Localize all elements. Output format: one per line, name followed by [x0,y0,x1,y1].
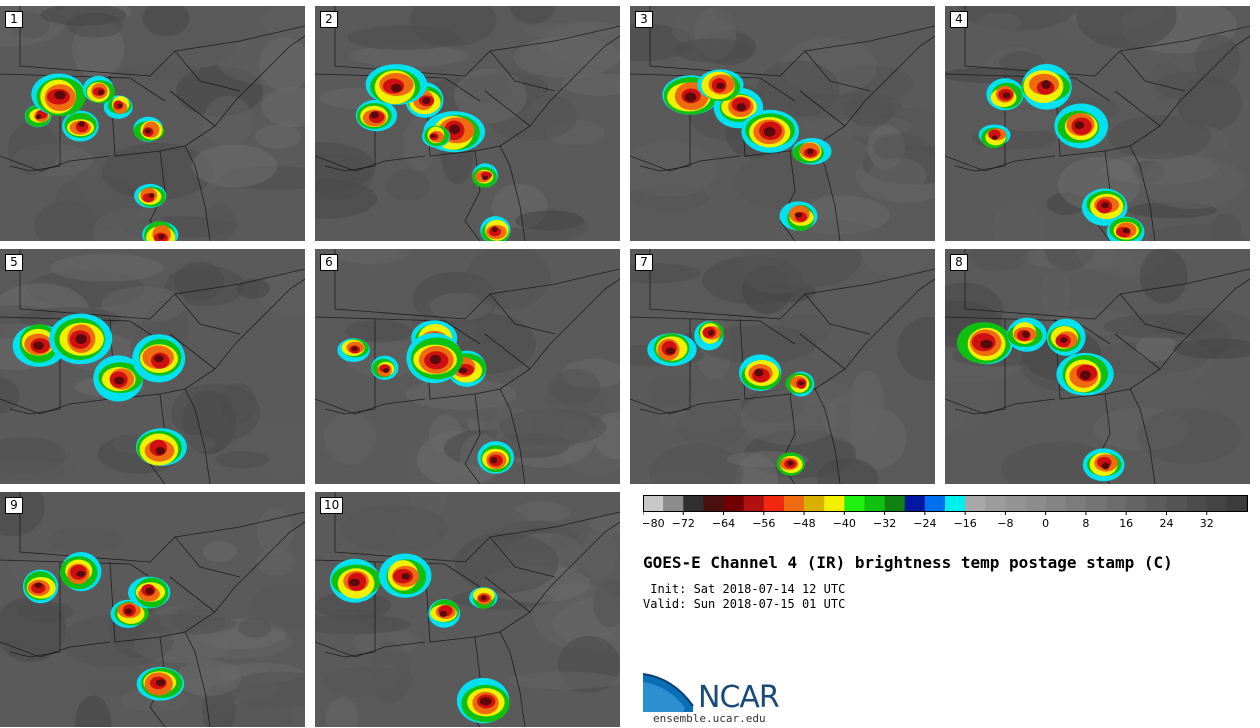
postage-stamp-panel-6: 6 [315,249,620,484]
colorbar-outline [643,495,1248,512]
colorbar-tick-label: −40 [833,517,856,530]
colorbar-tick-label: −48 [792,517,815,530]
postage-stamp-panel-7: 7 [630,249,935,484]
colorbar-bin [985,495,1006,511]
panel-number-label: 8 [950,254,968,271]
colorbar-bin [1065,495,1087,511]
colorbar-bin [643,495,664,511]
colorbar-bin [965,495,986,511]
panel-number-label: 6 [320,254,338,271]
colorbar-bin [1206,495,1228,511]
panel-number-label: 1 [5,11,23,28]
colorbar-bin [1166,495,1187,511]
colorbar-tick-label: −72 [672,517,695,530]
colorbar-bin [683,495,704,511]
ncar-logo-icon [643,673,694,712]
panel-number-label: 10 [320,497,344,514]
colorbar-bin [783,495,805,511]
colorbar-bin [884,495,906,511]
colorbar-bin [904,495,926,511]
colorbar-bin [1146,495,1167,511]
ncar-logo-text: NCAR [698,680,780,715]
colorbar-bin [1106,495,1127,511]
ir-satellite-map [630,249,935,484]
postage-stamp-panel-10: 10 [315,492,620,727]
ir-satellite-map [945,6,1250,241]
colorbar-bin [1186,495,1208,511]
colorbar-tick-label: 0 [1042,517,1049,530]
postage-stamp-panel-2: 2 [315,6,620,241]
colorbar-tick-label: −8 [997,517,1013,530]
colorbar-bin [1085,495,1107,511]
colorbar-bin [824,495,845,511]
colorbar-bin [1005,495,1026,511]
ir-satellite-map [315,6,620,241]
init-time: Init: Sat 2018-07-14 12 UTC [643,582,846,596]
ir-satellite-map [315,249,620,484]
colorbar-bin [1045,495,1067,511]
panel-number-label: 7 [635,254,653,271]
colorbar-bin [1126,495,1147,511]
ir-satellite-map [945,249,1250,484]
panel-number-label: 5 [5,254,23,271]
postage-stamp-panel-4: 4 [945,6,1250,241]
postage-stamp-panel-5: 5 [0,249,305,484]
panel-number-label: 9 [5,497,23,514]
ir-satellite-map [630,6,935,241]
ir-satellite-map [0,249,305,484]
colorbar-tick-label: 32 [1200,517,1214,530]
temperature-colorbar: −80 −72 −64 −56 −48 −40 −32 −24 −16 −8 0 8 16 24 32 [643,495,1248,530]
colorbar-bin [945,495,966,511]
colorbar-bin [743,495,765,511]
colorbar-bin [1226,495,1248,511]
postage-stamp-panel-9: 9 [0,492,305,727]
colorbar-bin [723,495,744,511]
colorbar-tick-label: 24 [1159,517,1173,530]
colorbar-tick-label: −64 [712,517,735,530]
panel-number-label: 2 [320,11,338,28]
ir-satellite-map [0,6,305,241]
colorbar-bin [703,495,724,511]
postage-stamp-panel-1: 1 [0,6,305,241]
colorbar-bin [924,495,946,511]
figure-title: GOES-E Channel 4 (IR) brightness temp po… [643,553,1173,572]
colorbar-bin [763,495,785,511]
colorbar-tick-label: −56 [752,517,775,530]
postage-stamp-panel-3: 3 [630,6,935,241]
colorbar-tick-label: 16 [1119,517,1133,530]
valid-time: Valid: Sun 2018-07-15 01 UTC [643,597,846,611]
colorbar-tick-label: −32 [873,517,896,530]
colorbar-bin [804,495,825,511]
website-url: ensemble.ucar.edu [653,712,766,725]
panel-number-label: 4 [950,11,968,28]
colorbar-tick-label: −24 [913,517,936,530]
colorbar-tick-label: −16 [954,517,977,530]
colorbar-bin [1025,495,1046,511]
colorbar-bin [663,495,684,511]
panel-number-label: 3 [635,11,653,28]
colorbar-tick-label: −80 [643,517,665,530]
ir-satellite-map [315,492,620,727]
colorbar-bin [864,495,885,511]
ir-satellite-map [0,492,305,727]
postage-stamp-panel-8: 8 [945,249,1250,484]
colorbar-bin [844,495,865,511]
colorbar-tick-label: 8 [1082,517,1089,530]
